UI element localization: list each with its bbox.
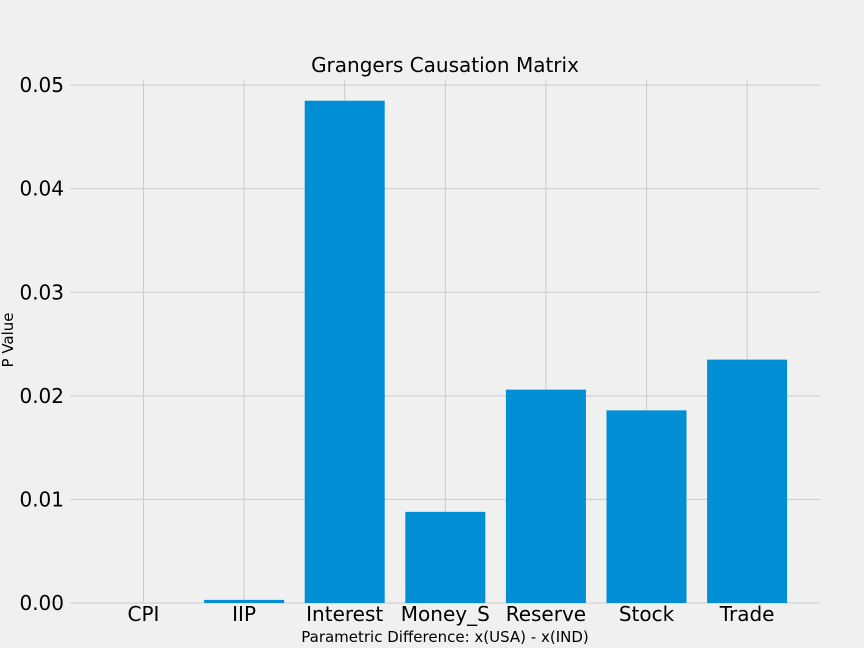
y-tick-label: 0.03: [19, 280, 64, 304]
x-tick-label: Trade: [719, 602, 775, 626]
x-axis-label: Parametric Difference: x(USA) - x(IND): [301, 628, 589, 646]
x-tick-label: Money_S: [401, 602, 490, 626]
x-tick-label: Interest: [306, 602, 383, 626]
bar-iip: [204, 599, 285, 603]
y-tick-label: 0.01: [19, 487, 64, 511]
chart-title: Grangers Causation Matrix: [311, 53, 579, 77]
bar-trade: [707, 359, 788, 603]
bar-reserve: [505, 389, 586, 603]
x-tick-label: Reserve: [506, 602, 586, 626]
y-tick-label: 0.00: [19, 591, 64, 615]
x-tick-label: CPI: [128, 602, 160, 626]
x-tick-label: IIP: [232, 602, 256, 626]
x-tick-labels: CPI IIP Interest Money_S Reserve Stock Trade: [128, 602, 775, 626]
bar-stock: [606, 410, 687, 603]
bar-money-s: [405, 511, 486, 603]
y-axis-label: P Value: [0, 312, 17, 367]
y-tick-label: 0.02: [19, 384, 64, 408]
y-tick-label: 0.05: [19, 73, 64, 97]
bar-interest: [304, 100, 385, 604]
y-tick-label: 0.04: [19, 177, 64, 201]
x-tick-label: Stock: [619, 602, 675, 626]
bars: [204, 100, 788, 604]
y-tick-labels: 0.00 0.01 0.02 0.03 0.04 0.05: [19, 73, 64, 615]
